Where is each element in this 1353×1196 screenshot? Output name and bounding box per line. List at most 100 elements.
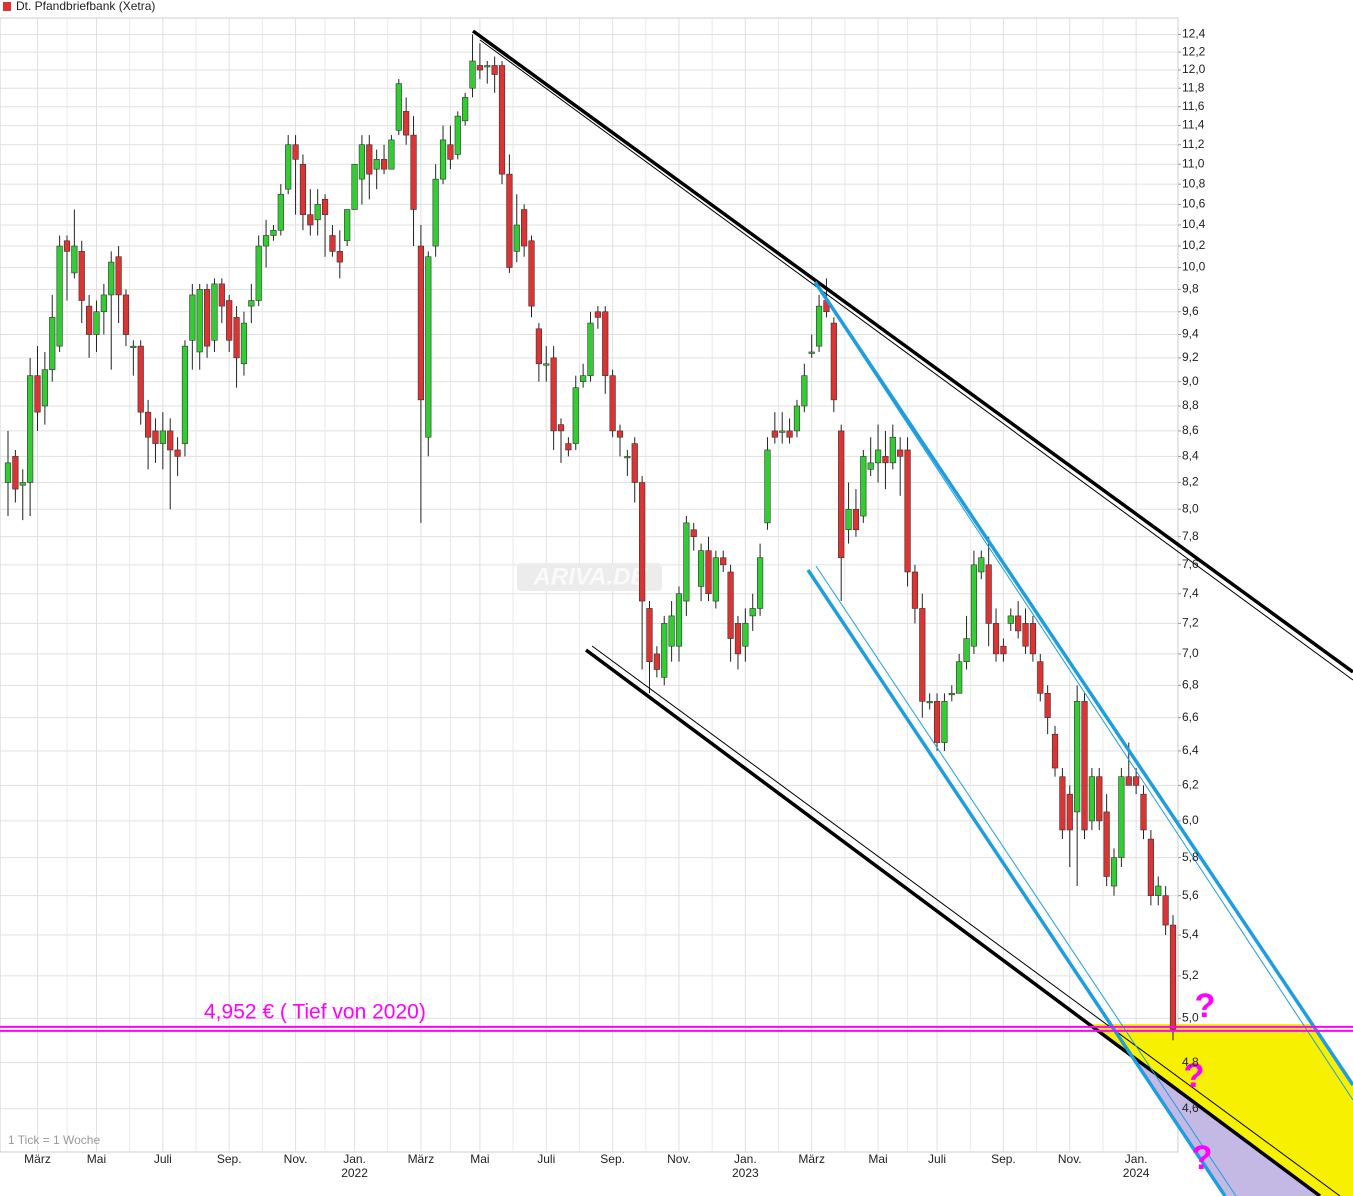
candle-body [491, 65, 498, 75]
x-tick-label: Sep. [217, 1152, 242, 1166]
candle-body [1051, 733, 1059, 769]
candle-body [624, 456, 631, 459]
candle-body [860, 456, 867, 517]
x-tick-label: Sep. [991, 1152, 1016, 1166]
candle-body [1015, 615, 1022, 632]
x-year-label: 2024 [1123, 1166, 1150, 1180]
candle-body [786, 430, 793, 438]
candle-body [1125, 776, 1132, 786]
watermark: ARIVA.DE [533, 563, 648, 590]
candle-body [1118, 776, 1125, 858]
y-tick-label: 9,6 [1182, 304, 1199, 318]
question-mark: ? [1195, 987, 1216, 1025]
candle-body [742, 623, 749, 647]
y-tick-label: 5,0 [1182, 1011, 1199, 1025]
candle-body [203, 289, 211, 347]
candle-body [321, 198, 329, 215]
candle-body [388, 139, 395, 170]
candle-body [779, 430, 786, 433]
candle-body [1044, 693, 1051, 718]
candle-body [1169, 924, 1177, 1030]
candle-body [100, 294, 107, 313]
candle-body [712, 557, 719, 602]
candle-body [167, 430, 174, 451]
candle-body [528, 240, 535, 307]
candle-body [705, 550, 712, 595]
candle-body [417, 245, 425, 401]
candle-body [801, 375, 808, 407]
candle-body [521, 209, 528, 247]
candle-body [373, 159, 380, 170]
trendline [584, 648, 1322, 1196]
trendline [471, 29, 1353, 674]
x-tick-label: Nov. [284, 1152, 308, 1166]
y-tick-label: 8,8 [1182, 398, 1199, 412]
candle-body [727, 571, 734, 639]
candle-body [771, 430, 778, 438]
candle-body [698, 550, 705, 587]
candle-body [1022, 623, 1029, 647]
candle-body [395, 83, 402, 131]
candle-body [292, 144, 299, 160]
x-tick-label: Sep. [600, 1152, 625, 1166]
x-year-label: 2022 [341, 1166, 368, 1180]
candle-body [122, 294, 130, 335]
candle-body [93, 311, 100, 335]
y-tick-label: 7,4 [1182, 586, 1199, 600]
x-tick-label: Jan. [734, 1152, 757, 1166]
candle-body [4, 462, 12, 483]
candle-body [1162, 895, 1169, 926]
y-tick-label: 7,8 [1182, 529, 1199, 543]
candle-body [1088, 776, 1095, 822]
y-tick-label: 10,4 [1182, 217, 1206, 231]
candle-body [889, 436, 896, 464]
candle-body [616, 430, 624, 438]
y-tick-label: 10,8 [1182, 176, 1206, 190]
candle-body [970, 564, 978, 647]
x-tick-label: Juli [928, 1152, 946, 1166]
candle-body [336, 251, 343, 263]
candle-body [639, 482, 646, 602]
candle-body [978, 557, 985, 573]
x-tick-label: Juli [537, 1152, 555, 1166]
candle-body [653, 653, 660, 670]
zone-yellow [1089, 1024, 1353, 1196]
candle-body [329, 235, 336, 252]
x-tick-label: Nov. [667, 1152, 691, 1166]
x-tick-label: Juli [154, 1152, 172, 1166]
candle-body [956, 661, 963, 694]
candle-body [941, 701, 948, 743]
y-tick-label: 5,6 [1182, 888, 1199, 902]
y-tick-label: 4,8 [1182, 1055, 1199, 1069]
y-tick-label: 9,8 [1182, 282, 1199, 296]
candles [4, 34, 1177, 1041]
candle-body [56, 245, 63, 347]
x-tick-label: Mai [470, 1152, 489, 1166]
y-tick-label: 6,4 [1182, 743, 1199, 757]
candle-body [439, 139, 447, 180]
candle-body [933, 701, 941, 743]
y-tick-label: 8,2 [1182, 475, 1199, 489]
y-tick-label: 6,0 [1182, 813, 1199, 827]
candle-body [410, 134, 417, 210]
y-tick-label: 11,8 [1182, 80, 1205, 94]
candle-body [1066, 793, 1073, 831]
candle-body [462, 97, 469, 122]
candle-body [1059, 776, 1066, 831]
candle-body [661, 623, 668, 678]
candle-body [63, 240, 71, 252]
candle-body [447, 144, 454, 160]
overlay: 4,952 € ( Tief von 2020) [0, 1000, 1353, 1032]
y-tick-label: 10,6 [1182, 197, 1206, 211]
y-tick-label: 12,4 [1182, 27, 1206, 41]
y-tick-label: 7,2 [1182, 616, 1199, 630]
candle-body [137, 345, 144, 413]
candle-body [897, 449, 904, 457]
y-tick-label: 5,2 [1182, 968, 1199, 982]
candle-body [756, 557, 764, 609]
candle-body [572, 387, 579, 444]
candle-body [815, 305, 823, 347]
candle-body [277, 193, 284, 231]
x-tick-label: Nov. [1058, 1152, 1082, 1166]
candle-body [749, 608, 756, 617]
